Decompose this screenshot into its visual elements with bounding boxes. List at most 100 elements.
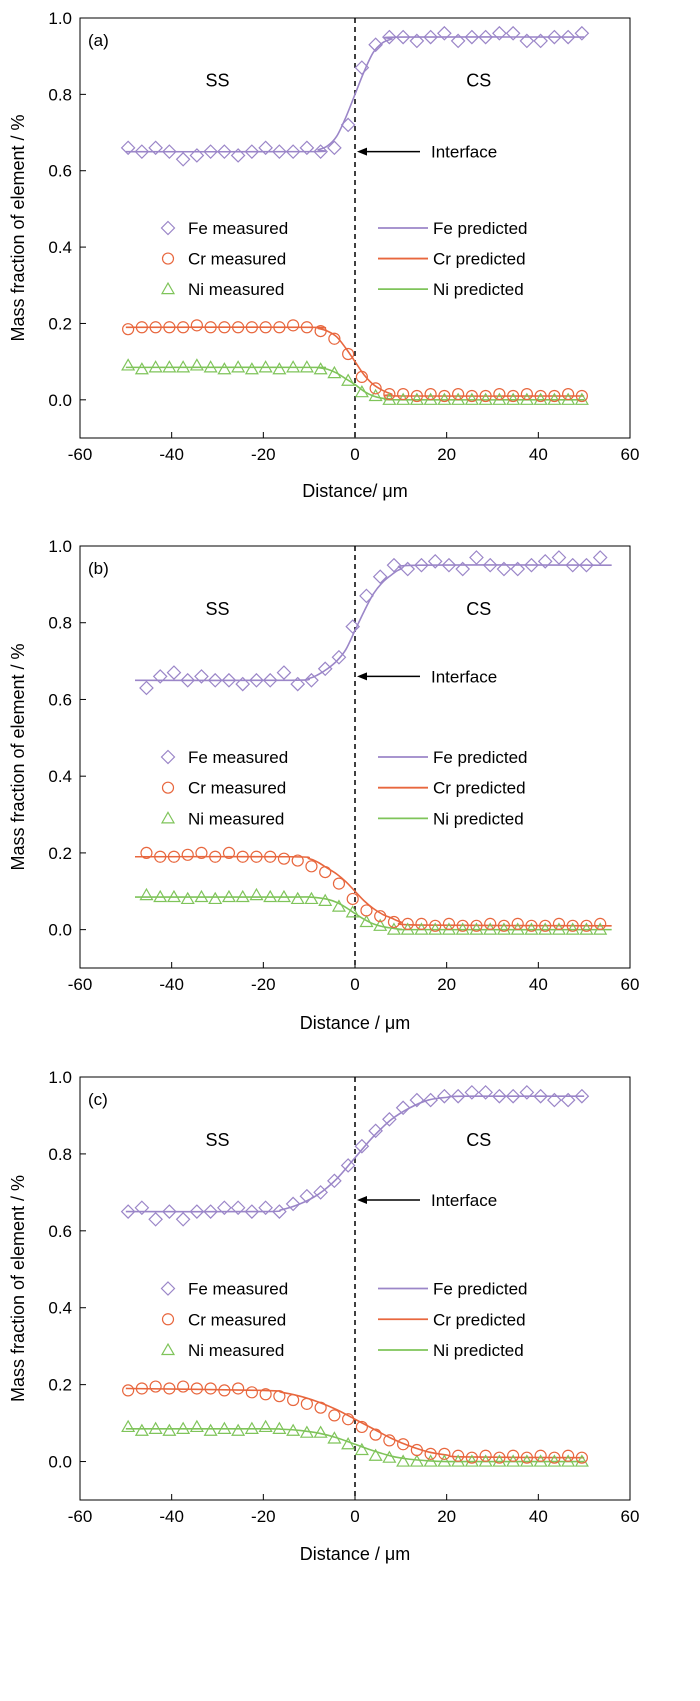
fe-measured-point [148, 140, 163, 156]
x-axis-label: Distance / μm [300, 1544, 410, 1564]
y-tick-label: 0.6 [48, 1222, 72, 1241]
cr-measured-point [566, 919, 579, 932]
fe-measured-point [317, 661, 333, 677]
fe-measured-point [120, 140, 136, 156]
cr-measured-point [149, 321, 162, 334]
ni-measured-point [258, 360, 273, 373]
cr-measured-point [277, 852, 291, 865]
cr-measured-point [424, 1447, 437, 1460]
fe-measured-point [331, 649, 347, 665]
cr-measured-point [397, 387, 410, 401]
fe-measured-point [217, 144, 232, 159]
fe-measured-point [290, 676, 306, 692]
x-axis-label: Distance / μm [300, 1013, 410, 1033]
ni-measured-point [189, 358, 204, 371]
fe-measured-point [537, 553, 553, 569]
fe-predicted-line [134, 564, 612, 682]
fe-measured-point [496, 561, 512, 577]
ni-measured-point [547, 392, 562, 405]
y-tick-label: 0.8 [48, 85, 72, 104]
fe-measured-point [175, 151, 191, 167]
legend-predicted-label: Ni predicted [433, 1341, 524, 1360]
y-tick-label: 0.8 [48, 1145, 72, 1164]
panel-label: (b) [88, 559, 109, 578]
x-tick-label: -20 [251, 975, 276, 994]
cr-measured-point [346, 892, 359, 906]
cr-measured-point [140, 846, 153, 860]
ni-measured-point [396, 1454, 411, 1467]
ni-measured-point [327, 1431, 342, 1444]
cr-measured-point [465, 389, 478, 403]
legend-measured-label: Ni measured [188, 809, 284, 828]
ni-measured-point [272, 1421, 287, 1434]
x-tick-label: -20 [251, 445, 276, 464]
ni-measured-point [382, 1450, 397, 1463]
x-tick-label: -60 [68, 975, 93, 994]
region-label-cs: CS [466, 1130, 491, 1150]
cr-measured-point [154, 850, 167, 863]
fe-measured-point [560, 1092, 576, 1108]
ni-measured-point [524, 922, 539, 935]
fe-measured-point [547, 1092, 562, 1108]
ni-measured-point [263, 889, 278, 903]
fe-measured-point [276, 665, 292, 680]
ni-measured-point [176, 1421, 191, 1434]
fe-measured-point [249, 672, 264, 688]
fe-measured-point [203, 144, 218, 159]
fe-measured-point [414, 557, 429, 573]
fe-measured-point [340, 117, 356, 133]
fe-measured-point [230, 148, 246, 163]
fe-measured-point [152, 669, 168, 684]
cr-measured-point [314, 324, 327, 338]
x-tick-label: 0 [350, 445, 359, 464]
y-tick-label: 0.4 [48, 767, 72, 786]
ni-measured-point [313, 1425, 328, 1438]
cr-measured-point [548, 1451, 561, 1464]
fe-measured-point [162, 144, 177, 159]
ni-measured-point [464, 392, 479, 405]
cr-measured-point [410, 389, 423, 403]
panel-label: (c) [88, 1090, 108, 1109]
ni-measured-point [231, 1423, 246, 1436]
legend: Fe measured Fe predicted Cr measured Cr pre… [160, 1280, 528, 1360]
fe-measured-point [258, 1200, 273, 1216]
fe-measured-point [327, 140, 342, 156]
cr-measured-point [161, 1313, 175, 1326]
fe-measured-point [441, 557, 457, 573]
cr-measured-point [122, 1384, 135, 1397]
fe-measured-point [450, 1088, 466, 1104]
y-tick-label: 0.2 [48, 844, 72, 863]
cr-measured-point [507, 1449, 520, 1462]
ni-measured-point [574, 1454, 589, 1467]
ni-measured-point [359, 914, 374, 928]
fe-measured-point [272, 1204, 287, 1219]
fe-measured-point [134, 1200, 150, 1216]
cr-predicted-line [125, 326, 585, 397]
cr-measured-point [259, 1388, 272, 1401]
ni-measured-point [299, 1425, 314, 1438]
fe-measured-point [207, 672, 223, 688]
cr-measured-point [507, 389, 520, 403]
fe-measured-point [203, 1204, 218, 1219]
ni-measured-point [341, 1437, 356, 1450]
legend-predicted-label: Fe predicted [433, 219, 528, 238]
cr-measured-point [177, 1380, 190, 1393]
fe-measured-point [395, 1100, 411, 1116]
cr-measured-point [410, 1443, 423, 1457]
legend-measured-label: Ni measured [188, 280, 284, 299]
ni-measured-point [519, 1454, 534, 1467]
cr-measured-point [319, 865, 332, 879]
y-tick-label: 0.4 [48, 238, 72, 257]
y-tick-label: 0.8 [48, 614, 72, 633]
ni-measured-point [428, 922, 443, 935]
ni-measured-point [221, 889, 236, 903]
ni-measured-point [286, 1423, 301, 1436]
x-tick-label: 40 [529, 445, 548, 464]
y-tick-label: 0.0 [48, 391, 72, 410]
chart-panel-2: -60 -40 -20 0 20 40 60 0.0 0.2 0.4 0.6 0.8 1.0 Distan… [8, 537, 639, 1033]
x-tick-label: 40 [529, 975, 548, 994]
cr-measured-point [594, 917, 607, 930]
legend-measured-label: Cr measured [188, 250, 286, 269]
fe-measured-point [354, 60, 370, 75]
cr-measured-point [190, 1382, 203, 1395]
